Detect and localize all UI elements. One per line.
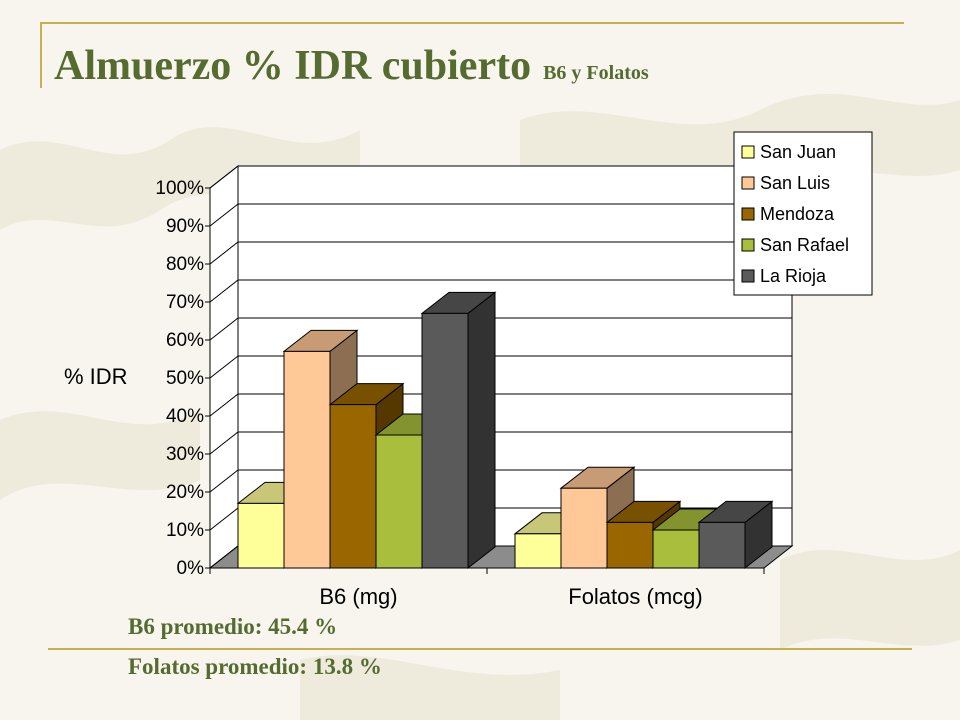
y-tick-label: 100% — [155, 178, 204, 199]
gridline-side — [209, 241, 239, 265]
bar-1-2 — [606, 521, 654, 569]
bar-1-1 — [560, 487, 608, 569]
frame-top-line — [40, 22, 904, 24]
y-tick-label: 70% — [166, 292, 204, 313]
gridline-side — [209, 431, 239, 455]
y-tick-label: 50% — [166, 368, 204, 389]
gridline-side — [209, 279, 239, 303]
y-tick-label: 10% — [166, 520, 204, 541]
y-tick-label: 30% — [166, 444, 204, 465]
gridline-side — [209, 165, 239, 189]
y-tick-label: 40% — [166, 406, 204, 427]
bar-0-3 — [375, 434, 423, 569]
legend-label: San Juan — [760, 142, 836, 162]
legend-label: San Rafael — [760, 235, 849, 255]
x-tick-label: Folatos (mcg) — [568, 584, 702, 609]
legend-swatch — [741, 145, 755, 159]
bar-side-0-4 — [467, 291, 496, 570]
slide-title: Almuerzo % IDR cubierto B6 y Folatos — [54, 42, 649, 90]
folatos-average-text: Folatos promedio: 13.8 % — [128, 654, 382, 679]
gridline-side — [209, 469, 239, 493]
legend-label: Mendoza — [760, 204, 835, 224]
y-tick-label: 80% — [166, 254, 204, 275]
gridline-side — [209, 317, 239, 341]
legend-label: San Luis — [760, 173, 830, 193]
gridline-side — [209, 507, 239, 531]
y-tick-label: 60% — [166, 330, 204, 351]
y-tick-label: 90% — [166, 216, 204, 237]
y-tick-label: 20% — [166, 482, 204, 503]
bar-0-4 — [421, 312, 469, 569]
title-subtitle: B6 y Folatos — [543, 62, 649, 84]
bar-1-4 — [698, 521, 746, 569]
b6-average-text: B6 promedio: 45.4 % — [128, 614, 338, 639]
y-axis-label: % IDR — [64, 364, 128, 389]
title-main: Almuerzo % IDR cubierto — [54, 43, 532, 89]
x-tick-label: B6 (mg) — [319, 584, 397, 609]
bar-0-1 — [283, 350, 331, 569]
bar-1-3 — [652, 529, 700, 569]
legend-swatch — [741, 238, 755, 252]
bar-1-0 — [514, 533, 562, 569]
frame-bottom-line — [48, 648, 912, 650]
bar-0-2 — [329, 404, 377, 569]
legend-swatch — [741, 176, 755, 190]
gridline-side — [209, 393, 239, 417]
gridline-side — [209, 203, 239, 227]
legend-label: La Rioja — [760, 266, 827, 286]
frame-left-line — [40, 22, 42, 88]
gridline-side — [209, 355, 239, 379]
gridline-side — [209, 545, 239, 569]
legend-swatch — [741, 269, 755, 283]
y-tick-label: 0% — [177, 558, 205, 579]
bar-0-0 — [237, 502, 285, 569]
legend-box — [733, 131, 873, 296]
legend-swatch — [741, 207, 755, 221]
